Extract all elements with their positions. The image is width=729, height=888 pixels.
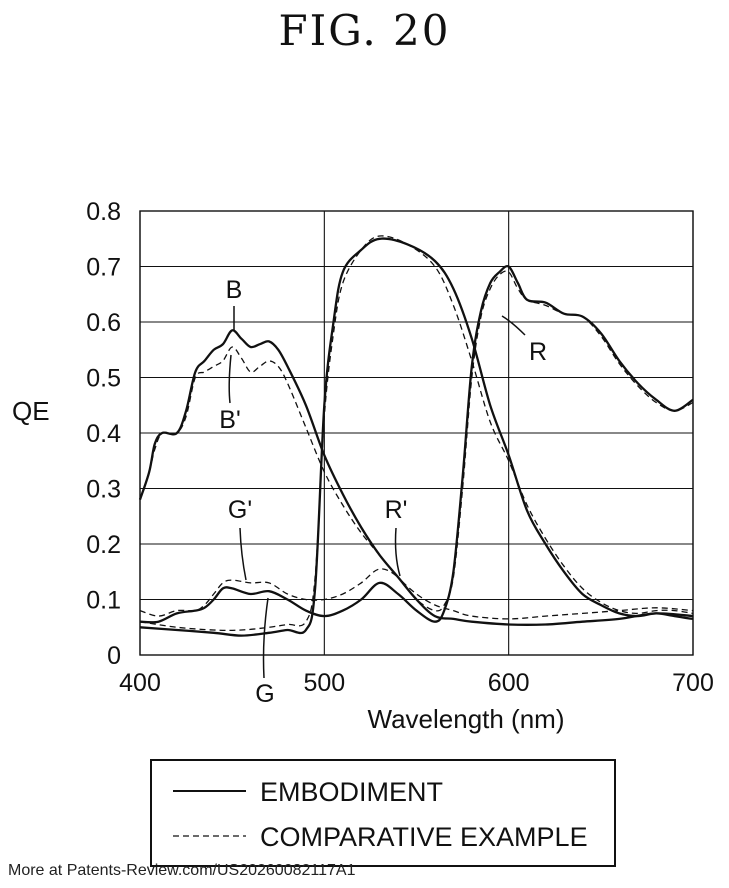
series-curve-r-prime [139,270,694,617]
series-curve-g-prime [139,235,694,632]
y-tick-label-7: 0.7 [86,254,121,282]
y-tick-label-2: 0.2 [86,531,121,559]
y-axis-ticks: 0 0.1 0.2 0.3 0.4 0.5 0.6 0.7 0.8 [86,198,121,670]
plot-frame [139,210,694,656]
leader-g [262,597,269,679]
y-axis-label: QE [12,396,50,426]
label-g: G [255,680,274,708]
y-tick-label-8: 0.8 [86,198,121,226]
leader-b-prime [228,354,232,404]
annotation-leaders [228,306,526,679]
series-curve-r [139,264,694,624]
label-r-prime: R' [385,496,408,524]
legend-comparative-example: COMPARATIVE EXAMPLE [260,822,588,852]
curves [138,235,694,637]
x-tick-label-3: 700 [672,669,714,697]
x-tick-label-0: 400 [119,669,161,697]
figure-title: FIG. 20 [278,6,451,55]
series-curve-g [139,237,694,637]
x-tick-label-2: 600 [488,669,530,697]
footer-source: More at Patents-Review.com/US20260082117… [8,862,356,879]
x-axis-label: Wavelength (nm) [368,704,565,734]
label-r: R [529,338,547,366]
y-tick-label-5: 0.5 [86,365,121,393]
leader-r [501,315,526,336]
x-tick-label-1: 500 [303,669,345,697]
y-tick-label-0: 0 [107,642,121,670]
legend-embodiment: EMBODIMENT [260,777,443,807]
x-axis-ticks: 400 500 600 700 [119,669,714,697]
y-tick-label-1: 0.1 [86,587,121,615]
series-curve-b [138,329,694,626]
label-b-prime: B' [219,406,240,434]
leader-g-prime [239,527,247,581]
series-curve-b-prime [139,346,694,620]
y-tick-label-3: 0.3 [86,476,121,504]
label-b: B [226,276,243,304]
y-tick-label-4: 0.4 [86,420,121,448]
leader-r-prime [394,527,401,577]
legend-box [150,759,616,867]
y-tick-label-6: 0.6 [86,309,121,337]
label-g-prime: G' [228,496,252,524]
